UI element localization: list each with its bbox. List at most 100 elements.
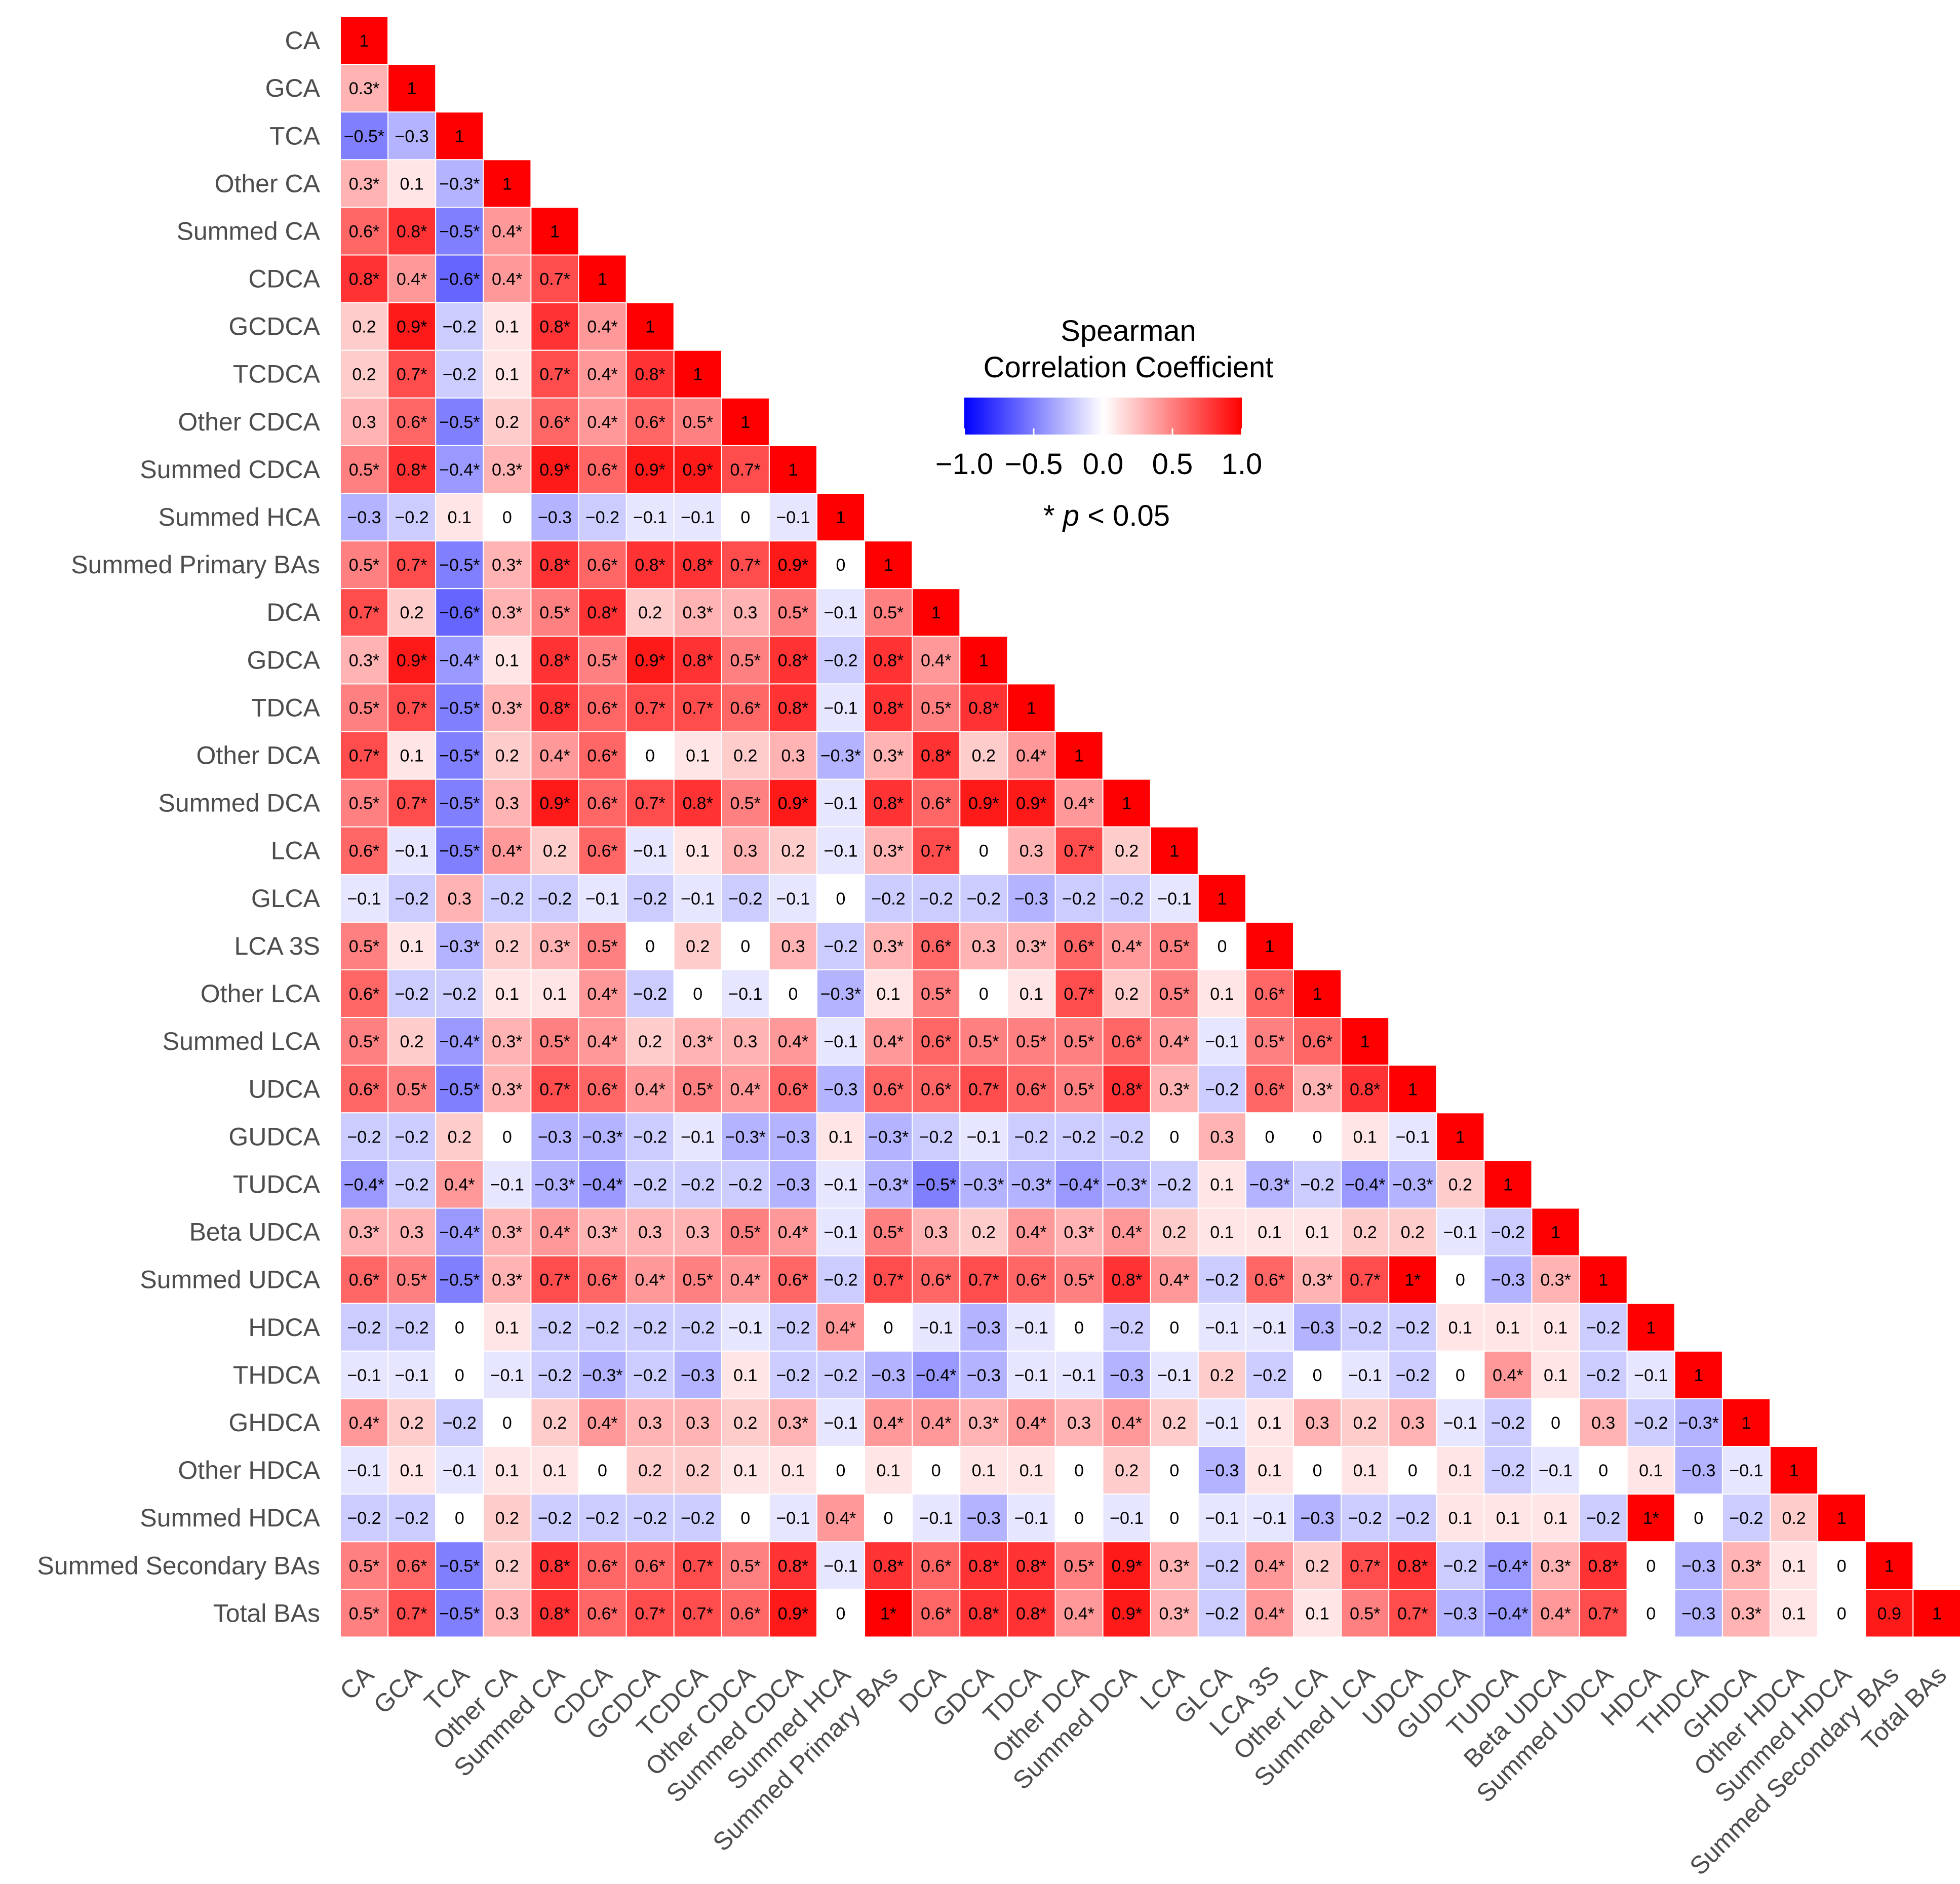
cell-value-label: −0.2 bbox=[347, 1318, 381, 1338]
cell-value-label: 0.4* bbox=[826, 1509, 856, 1528]
heatmap-cell bbox=[1007, 826, 1056, 875]
heatmap-cell bbox=[578, 445, 627, 494]
cell-value-label: 0 bbox=[502, 508, 512, 527]
heatmap-cell bbox=[483, 1541, 532, 1590]
heatmap-cell bbox=[435, 1255, 484, 1304]
cell-value-label: 0.5* bbox=[349, 1032, 380, 1051]
legend-title-line1: Spearman bbox=[1061, 315, 1196, 347]
cell-value-label: 0 bbox=[1694, 1509, 1703, 1528]
heatmap-cell bbox=[1150, 1255, 1199, 1304]
cell-value-label: −0.1 bbox=[967, 1127, 1001, 1147]
cell-value-label: 0.8* bbox=[1350, 1080, 1381, 1099]
cell-value-label: −0.4* bbox=[1345, 1175, 1385, 1194]
cell-value-label: 0.3 bbox=[733, 1032, 757, 1051]
heatmap-cell bbox=[387, 1589, 437, 1638]
heatmap-cell bbox=[721, 969, 770, 1018]
cell-value-label: 0.1 bbox=[1305, 1604, 1329, 1623]
cell-value-label: 0 bbox=[693, 985, 702, 1004]
cell-value-label: 0.1 bbox=[495, 318, 519, 337]
cell-value-label: 0.2 bbox=[1782, 1509, 1806, 1528]
cell-value-label: 0 bbox=[836, 1604, 846, 1623]
heatmap-cell bbox=[1102, 969, 1151, 1018]
heatmap-cell bbox=[530, 1160, 579, 1209]
heatmap-cell bbox=[721, 1255, 770, 1304]
cell-value-label: 0.6* bbox=[1302, 1032, 1333, 1051]
cell-value-label: −0.1 bbox=[681, 889, 715, 909]
legend-tick-label: −0.5 bbox=[1005, 448, 1063, 481]
cell-value-label: 0.9* bbox=[778, 1604, 809, 1623]
heatmap-cell bbox=[387, 1350, 437, 1399]
cell-value-label: −0.6* bbox=[439, 270, 480, 289]
cell-value-label: −0.2 bbox=[633, 1509, 667, 1528]
heatmap-cell bbox=[435, 1017, 484, 1066]
heatmap-cell bbox=[387, 207, 437, 256]
cell-value-label: −0.2 bbox=[1062, 889, 1096, 909]
cell-value-label: −0.5* bbox=[439, 1604, 480, 1623]
cell-value-label: 0.1 bbox=[1258, 1461, 1281, 1480]
cell-value-label: −0.2 bbox=[1396, 1318, 1430, 1338]
cell-value-label: −0.3* bbox=[582, 1127, 622, 1147]
heatmap-cell bbox=[578, 1065, 627, 1114]
cell-value-label: −0.2 bbox=[538, 889, 572, 909]
cell-value-label: 0.8* bbox=[635, 556, 665, 575]
heatmap-cell bbox=[1531, 1398, 1580, 1447]
heatmap-cell bbox=[1341, 1494, 1390, 1543]
cell-value-label: −0.5* bbox=[439, 413, 480, 432]
cell-value-label: 0.3* bbox=[539, 937, 570, 956]
cell-value-label: 0 bbox=[1217, 937, 1227, 956]
cell-value-label: 0.4* bbox=[778, 1223, 809, 1242]
heatmap-cell bbox=[530, 1255, 579, 1304]
cell-value-label: 0.6* bbox=[635, 1556, 665, 1576]
cell-value-label: 0.1 bbox=[829, 1127, 852, 1147]
cell-value-label: −0.1 bbox=[919, 1509, 953, 1528]
cell-value-label: −0.1 bbox=[824, 842, 857, 861]
cell-value-label: −0.2 bbox=[1491, 1414, 1525, 1433]
heatmap-cell bbox=[1436, 1112, 1485, 1161]
cell-value-label: −0.1 bbox=[681, 1127, 715, 1147]
row-label: Summed UDCA bbox=[140, 1266, 320, 1294]
cell-value-label: 0 bbox=[1646, 1556, 1656, 1576]
cell-value-label: −0.2 bbox=[824, 1366, 857, 1385]
cell-value-label: 0.3* bbox=[968, 1414, 999, 1433]
cell-value-label: 0.4* bbox=[635, 1080, 665, 1099]
cell-value-label: 0.2 bbox=[400, 603, 423, 622]
cell-value-label: 0.2 bbox=[495, 413, 519, 432]
heatmap-cell bbox=[1007, 969, 1056, 1018]
cell-value-label: −0.3* bbox=[963, 1175, 1004, 1194]
cell-value-label: 1 bbox=[550, 222, 560, 241]
heatmap-cell bbox=[1054, 1589, 1104, 1638]
heatmap-cell bbox=[483, 969, 532, 1018]
cell-value-label: 0.4* bbox=[539, 747, 570, 766]
heatmap-cell bbox=[1293, 1303, 1342, 1352]
heatmap-cell bbox=[340, 1446, 389, 1495]
heatmap-cell bbox=[959, 1017, 1008, 1066]
cell-value-label: 0.4* bbox=[1016, 1414, 1047, 1433]
heatmap-cell bbox=[625, 1065, 675, 1114]
cell-value-label: 0.3 bbox=[1067, 1414, 1091, 1433]
cell-value-label: 0.8* bbox=[539, 1556, 570, 1576]
cell-value-label: 0 bbox=[1456, 1271, 1465, 1290]
heatmap-cell bbox=[864, 1541, 913, 1590]
cell-value-label: −0.1 bbox=[1157, 889, 1191, 909]
cell-value-label: −0.1 bbox=[1205, 1414, 1239, 1433]
heatmap-cell bbox=[721, 1112, 770, 1161]
cell-value-label: −0.4* bbox=[439, 651, 480, 670]
cell-value-label: 0.1 bbox=[495, 651, 519, 670]
cell-value-label: 0 bbox=[979, 842, 989, 861]
cell-value-label: 0.7* bbox=[682, 1604, 713, 1623]
cell-value-label: −0.3 bbox=[1110, 1366, 1144, 1385]
cell-value-label: −0.4* bbox=[1487, 1556, 1528, 1576]
cell-value-label: −0.2 bbox=[585, 1318, 619, 1338]
cell-value-label: 0.9* bbox=[635, 460, 665, 480]
cell-value-label: 0.7* bbox=[539, 1271, 570, 1290]
cell-value-label: −0.2 bbox=[681, 1175, 715, 1194]
row-label: LCA bbox=[271, 837, 321, 865]
heatmap-cell bbox=[959, 1446, 1008, 1495]
heatmap-cell bbox=[1054, 1398, 1104, 1447]
cell-value-label: −0.3 bbox=[1301, 1509, 1335, 1528]
heatmap-cell bbox=[721, 1350, 770, 1399]
cell-value-label: −0.3 bbox=[1443, 1604, 1477, 1623]
heatmap-cell bbox=[387, 254, 437, 303]
cell-value-label: 0.3* bbox=[873, 842, 904, 861]
heatmap-cell bbox=[1579, 1350, 1628, 1399]
